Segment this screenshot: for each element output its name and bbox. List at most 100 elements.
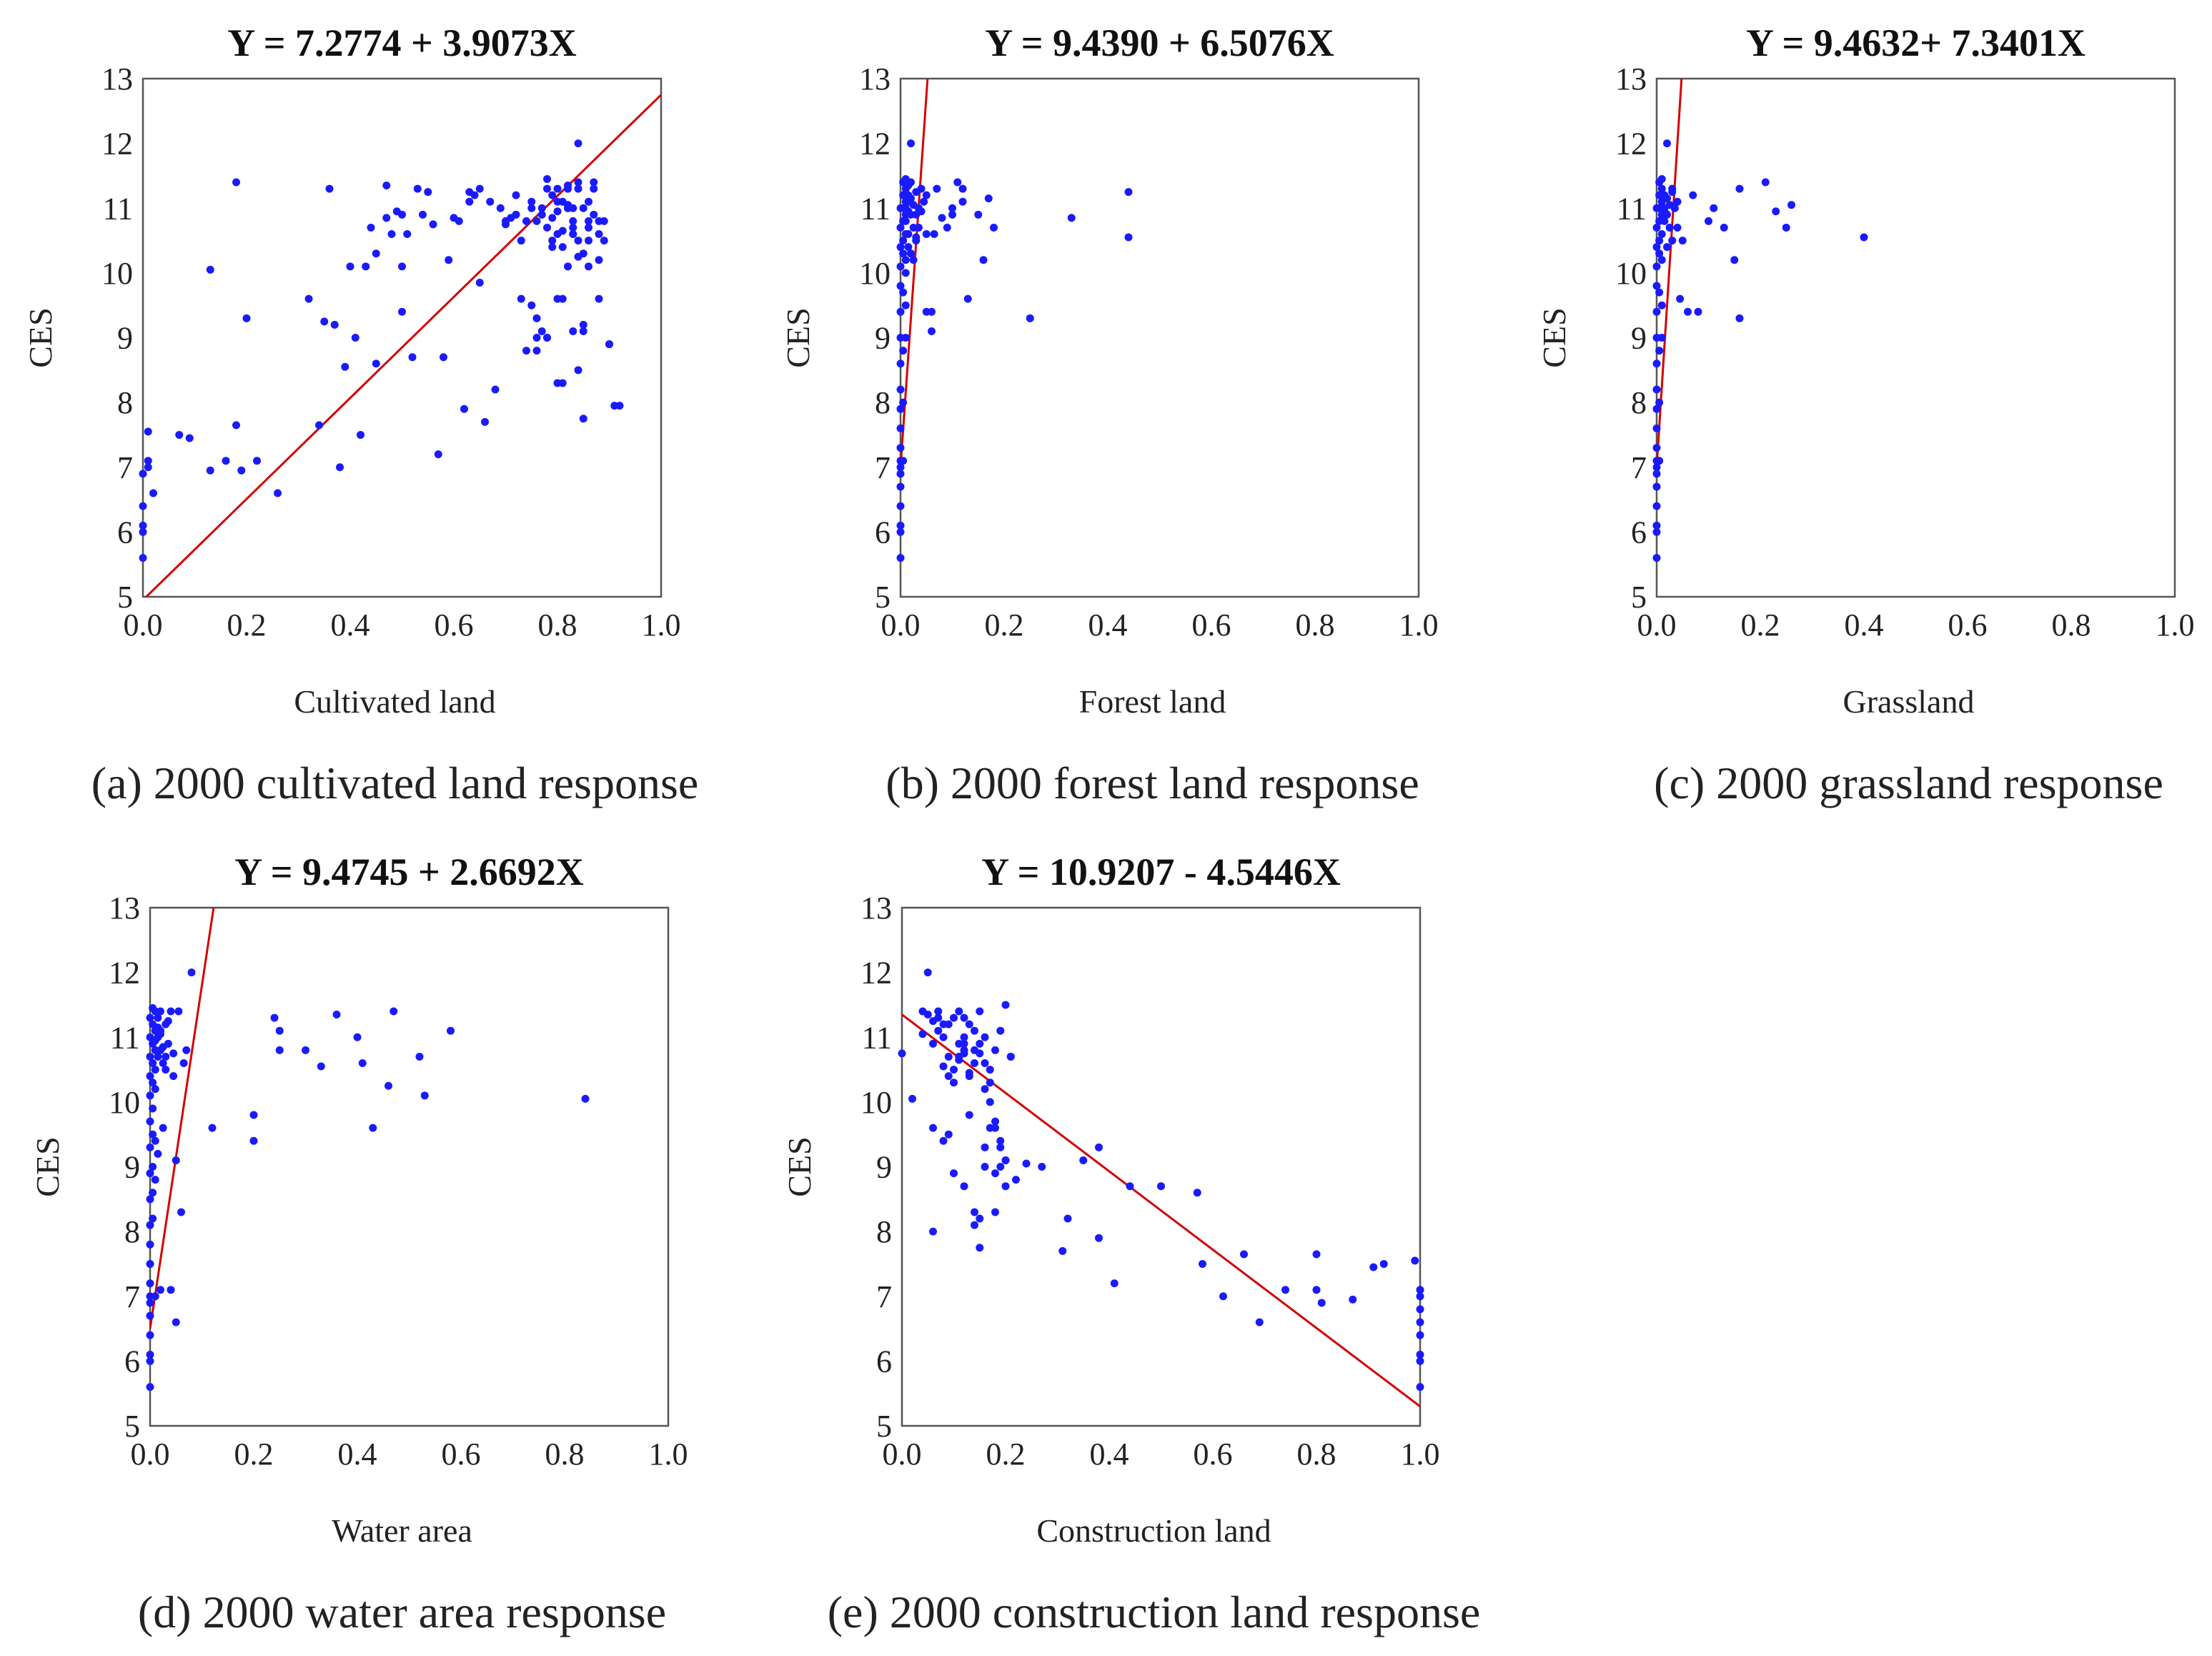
data-point bbox=[585, 237, 592, 245]
data-point bbox=[175, 430, 184, 439]
data-point bbox=[159, 1043, 167, 1051]
data-point bbox=[1652, 554, 1661, 562]
data-point bbox=[896, 554, 905, 562]
data-point bbox=[979, 256, 988, 264]
data-point bbox=[149, 489, 157, 497]
data-point bbox=[938, 214, 946, 222]
data-point bbox=[933, 184, 941, 193]
data-point bbox=[317, 1062, 325, 1071]
data-point bbox=[896, 262, 905, 271]
data-point bbox=[275, 1026, 284, 1035]
data-point bbox=[898, 1049, 906, 1058]
y-tick-label: 8 bbox=[124, 1214, 140, 1249]
data-point bbox=[1860, 233, 1868, 242]
data-point bbox=[981, 1085, 989, 1094]
data-point bbox=[512, 191, 520, 199]
data-point bbox=[144, 427, 152, 436]
data-point bbox=[960, 1039, 968, 1048]
data-point bbox=[963, 294, 972, 303]
data-point bbox=[960, 1182, 968, 1191]
chart-panel-4: Y = 10.9207 - 4.5446X 5 6 7 8 9 10 11 12 13 0.0 0.2… bbox=[781, 851, 1480, 1637]
data-point bbox=[1652, 521, 1661, 530]
data-point bbox=[146, 1279, 154, 1288]
data-point bbox=[169, 1072, 178, 1081]
x-tick-label: 0.0 bbox=[883, 1437, 922, 1472]
data-point bbox=[537, 204, 546, 212]
chart-title: Y = 9.4632+ 7.3401X bbox=[1746, 21, 2085, 64]
x-tick-label: 0.0 bbox=[881, 608, 921, 643]
data-point bbox=[943, 223, 951, 232]
data-point bbox=[392, 207, 401, 216]
data-point bbox=[920, 197, 928, 206]
data-point bbox=[146, 1117, 154, 1126]
data-point bbox=[1652, 282, 1661, 290]
data-point bbox=[146, 1299, 154, 1307]
data-point bbox=[1663, 194, 1671, 203]
data-point bbox=[1660, 217, 1669, 225]
data-point bbox=[270, 1013, 279, 1022]
data-point bbox=[548, 243, 557, 252]
data-point bbox=[237, 466, 246, 475]
data-point bbox=[1657, 334, 1666, 342]
data-point bbox=[1668, 237, 1677, 245]
data-point bbox=[532, 217, 541, 225]
data-point bbox=[996, 1026, 1005, 1035]
data-point bbox=[1673, 197, 1682, 206]
data-point bbox=[579, 327, 587, 335]
data-point bbox=[1684, 307, 1692, 316]
data-point bbox=[1670, 204, 1679, 212]
data-point bbox=[1012, 1176, 1020, 1184]
data-point bbox=[944, 1130, 953, 1139]
data-point bbox=[162, 1052, 170, 1061]
data-point bbox=[991, 1117, 999, 1126]
data-point bbox=[157, 1007, 164, 1016]
data-point bbox=[896, 444, 905, 452]
y-tick-label: 9 bbox=[876, 1150, 892, 1185]
data-point bbox=[1079, 1156, 1088, 1164]
data-point bbox=[1126, 1182, 1134, 1191]
data-point bbox=[522, 347, 530, 355]
y-tick-label: 11 bbox=[862, 1020, 892, 1055]
data-point bbox=[275, 1046, 284, 1054]
data-point bbox=[574, 252, 582, 261]
data-point bbox=[923, 968, 932, 977]
data-point bbox=[1038, 1163, 1046, 1171]
data-point bbox=[976, 1039, 984, 1048]
data-point bbox=[325, 184, 334, 193]
data-point bbox=[899, 457, 908, 465]
data-point bbox=[991, 1208, 999, 1216]
data-point bbox=[1652, 470, 1661, 478]
data-point bbox=[146, 1312, 154, 1320]
data-point bbox=[574, 139, 582, 148]
data-point bbox=[1001, 1182, 1010, 1191]
data-point bbox=[1655, 457, 1664, 465]
data-point bbox=[1416, 1318, 1424, 1327]
data-point bbox=[434, 450, 442, 459]
data-point bbox=[1652, 385, 1661, 394]
data-point bbox=[1379, 1259, 1388, 1268]
data-point bbox=[1694, 307, 1702, 316]
x-tick-label: 0.4 bbox=[1845, 608, 1884, 643]
data-point bbox=[1067, 214, 1076, 222]
data-point bbox=[185, 434, 194, 442]
data-point bbox=[971, 1221, 978, 1229]
data-point bbox=[1110, 1279, 1119, 1288]
data-point bbox=[146, 1072, 154, 1081]
data-point bbox=[971, 1208, 978, 1216]
data-point bbox=[182, 1046, 191, 1054]
data-point bbox=[574, 366, 582, 375]
data-point bbox=[1199, 1259, 1206, 1268]
data-point bbox=[971, 1059, 978, 1067]
data-point bbox=[581, 1094, 590, 1103]
data-point bbox=[146, 1383, 154, 1392]
data-point bbox=[385, 1081, 392, 1090]
data-point bbox=[167, 1286, 175, 1294]
data-point bbox=[558, 227, 567, 235]
data-point bbox=[424, 188, 432, 197]
data-point bbox=[965, 1020, 973, 1028]
data-point bbox=[595, 256, 603, 264]
data-point bbox=[543, 223, 551, 232]
data-point bbox=[896, 502, 905, 510]
data-point bbox=[917, 207, 926, 216]
data-point bbox=[146, 1350, 154, 1359]
